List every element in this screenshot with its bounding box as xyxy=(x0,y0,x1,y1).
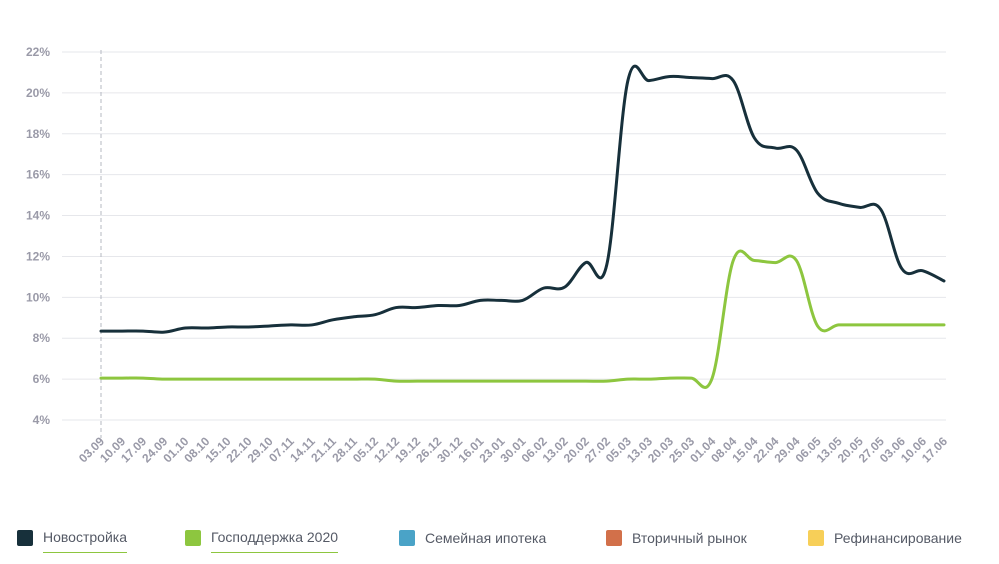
legend-item-semeynaya-ipoteka[interactable]: Семейная ипотека xyxy=(399,522,546,554)
legend-item-novostroyka[interactable]: Новостройка xyxy=(17,522,127,554)
legend-label: Господдержка 2020 xyxy=(211,522,339,553)
x-axis-ticks: 03.0910.0917.0924.0901.1008.1015.1022.10… xyxy=(76,434,950,465)
series-lines xyxy=(99,64,946,389)
y-tick-label: 20% xyxy=(26,86,50,100)
grid-lines xyxy=(62,51,946,421)
legend-swatch xyxy=(17,530,33,546)
legend-item-gospodderzhka[interactable]: Господдержка 2020 xyxy=(185,522,339,554)
chart-canvas: 22% 20% 18% 16% 14% 12% 10% 8% 6% 4% 03.0910.0917… xyxy=(26,45,950,465)
y-tick-label: 18% xyxy=(26,127,50,141)
legend-label: Семейная ипотека xyxy=(425,530,547,546)
legend-item-vtorichny-rynok[interactable]: Вторичный рынок xyxy=(606,522,747,554)
y-tick-label: 10% xyxy=(26,290,50,304)
y-tick-label: 6% xyxy=(33,372,51,386)
y-axis-ticks: 22% 20% 18% 16% 14% 12% 10% 8% 6% 4% xyxy=(26,45,50,427)
x-tick-label: 17.06 xyxy=(919,434,950,465)
legend-item-refinansirovanie[interactable]: Рефинансирование xyxy=(808,522,962,554)
legend-swatch xyxy=(606,530,622,546)
legend-swatch xyxy=(808,530,824,546)
y-tick-label: 22% xyxy=(26,45,50,59)
legend-swatch xyxy=(399,530,415,546)
y-tick-label: 8% xyxy=(33,331,51,345)
legend-label: Вторичный рынок xyxy=(632,530,747,546)
y-tick-label: 4% xyxy=(33,413,51,427)
legend: Новостройка Господдержка 2020 Семейная и… xyxy=(0,522,999,562)
legend-label: Новостройка xyxy=(43,522,127,553)
y-tick-label: 16% xyxy=(26,168,50,182)
y-tick-label: 14% xyxy=(26,209,50,223)
series-line-0[interactable] xyxy=(99,64,946,334)
y-tick-label: 12% xyxy=(26,249,50,263)
series-line-1[interactable] xyxy=(99,249,946,389)
legend-swatch xyxy=(185,530,201,546)
legend-label: Рефинансирование xyxy=(834,530,962,546)
